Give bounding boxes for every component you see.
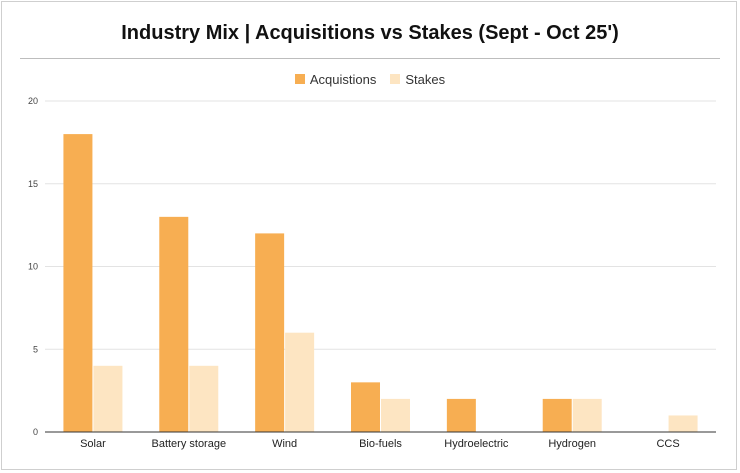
x-category-label: Wind xyxy=(272,438,297,450)
legend-label-stakes: Stakes xyxy=(405,71,446,87)
legend-item-acquisitions[interactable]: Acquistions xyxy=(294,71,377,87)
bar-acquisitions xyxy=(351,382,380,432)
x-category-label: Hydroelectric xyxy=(444,438,509,450)
bar-acquisitions xyxy=(63,134,93,432)
bar-acquisitions xyxy=(542,398,572,432)
bar-stakes xyxy=(381,398,410,432)
x-category-label: Bio-fuels xyxy=(359,438,402,450)
legend-swatch-acquisitions xyxy=(294,74,305,84)
y-tick-label: 0 xyxy=(33,427,38,437)
x-category-label: Solar xyxy=(80,438,106,450)
x-category-label: Battery storage xyxy=(151,438,226,450)
legend-item-stakes[interactable]: Stakes xyxy=(390,72,445,87)
x-category-label: CCS xyxy=(656,438,679,450)
title-divider xyxy=(20,58,720,59)
y-tick-label: 5 xyxy=(33,344,38,354)
bar-acquisitions xyxy=(446,398,476,432)
y-tick-label: 15 xyxy=(28,179,38,189)
bar-acquisitions xyxy=(255,233,285,432)
legend-swatch-stakes xyxy=(390,74,401,84)
bar-stakes xyxy=(668,415,698,432)
legend: Acquistions Stakes xyxy=(0,70,740,88)
bar-stakes xyxy=(189,365,219,432)
bar-stakes xyxy=(572,398,602,432)
bar-acquisitions xyxy=(159,216,189,432)
bar-stakes xyxy=(285,332,315,432)
chart-title: Industry Mix | Acquisitions vs Stakes (S… xyxy=(121,22,619,44)
legend-label-acquisitions: Acquistions xyxy=(309,71,377,87)
x-category-label: Hydrogen xyxy=(548,438,596,450)
bar-stakes xyxy=(93,365,123,432)
y-tick-label: 20 xyxy=(28,96,38,106)
y-tick-label: 10 xyxy=(28,262,38,272)
